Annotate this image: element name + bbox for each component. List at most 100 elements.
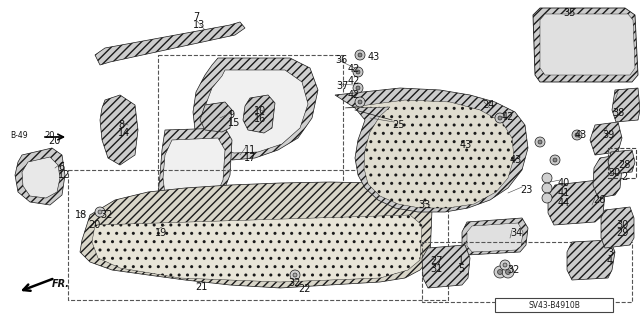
Polygon shape xyxy=(590,122,622,155)
Text: SV43-B4910B: SV43-B4910B xyxy=(528,300,580,309)
Polygon shape xyxy=(345,100,514,208)
Text: 2: 2 xyxy=(621,172,627,182)
Text: 31: 31 xyxy=(430,264,442,274)
Text: 27: 27 xyxy=(430,256,442,266)
Text: 33: 33 xyxy=(418,200,430,210)
Bar xyxy=(422,242,632,302)
Circle shape xyxy=(356,86,360,90)
Bar xyxy=(495,298,613,312)
Circle shape xyxy=(506,270,511,275)
Text: 42: 42 xyxy=(348,64,360,74)
Circle shape xyxy=(98,210,102,214)
Text: 26: 26 xyxy=(593,195,605,205)
Circle shape xyxy=(355,50,365,60)
Circle shape xyxy=(356,70,360,74)
Circle shape xyxy=(535,137,545,147)
Bar xyxy=(158,55,343,230)
Circle shape xyxy=(542,183,552,193)
Text: 35: 35 xyxy=(563,8,575,18)
Circle shape xyxy=(358,53,362,57)
Polygon shape xyxy=(422,245,470,288)
Polygon shape xyxy=(205,70,308,153)
Polygon shape xyxy=(593,155,622,198)
Text: 41: 41 xyxy=(558,188,570,198)
Text: FR.: FR. xyxy=(52,279,70,289)
Bar xyxy=(608,148,636,178)
Text: 17: 17 xyxy=(244,153,257,163)
Polygon shape xyxy=(15,148,65,205)
Polygon shape xyxy=(567,240,615,280)
Text: 7: 7 xyxy=(193,12,199,22)
Polygon shape xyxy=(243,95,275,133)
Polygon shape xyxy=(92,215,422,282)
Circle shape xyxy=(553,158,557,162)
Text: 40: 40 xyxy=(558,178,570,188)
Text: 11: 11 xyxy=(244,145,256,155)
Text: 10: 10 xyxy=(254,106,266,116)
Text: 9: 9 xyxy=(228,110,234,120)
Circle shape xyxy=(498,116,502,120)
Text: 20: 20 xyxy=(48,136,60,146)
Text: 15: 15 xyxy=(228,118,241,128)
Circle shape xyxy=(495,113,505,123)
Text: 42: 42 xyxy=(502,112,515,122)
Text: 34: 34 xyxy=(510,228,522,238)
Text: 3: 3 xyxy=(607,248,613,258)
Text: 14: 14 xyxy=(118,128,131,138)
Bar xyxy=(68,170,448,300)
Text: 43: 43 xyxy=(510,155,522,165)
Polygon shape xyxy=(335,88,528,212)
Text: 16: 16 xyxy=(254,114,266,124)
Text: 23: 23 xyxy=(520,185,532,195)
Text: 30: 30 xyxy=(616,220,628,230)
Polygon shape xyxy=(80,182,432,288)
Polygon shape xyxy=(100,95,138,165)
Polygon shape xyxy=(467,223,523,252)
Text: 12: 12 xyxy=(58,170,70,180)
Text: 8: 8 xyxy=(118,120,124,130)
Text: 25: 25 xyxy=(392,120,404,130)
Text: 43: 43 xyxy=(460,140,472,150)
Polygon shape xyxy=(548,180,605,225)
Text: 43: 43 xyxy=(575,130,588,140)
Text: 6: 6 xyxy=(58,162,64,172)
Circle shape xyxy=(355,97,365,107)
Text: 5: 5 xyxy=(458,264,464,274)
Circle shape xyxy=(358,100,362,104)
Circle shape xyxy=(497,270,502,275)
Text: 24: 24 xyxy=(482,100,494,110)
Polygon shape xyxy=(95,22,245,65)
Text: 32: 32 xyxy=(507,265,520,275)
Text: 20: 20 xyxy=(88,220,100,230)
Circle shape xyxy=(290,270,300,280)
Polygon shape xyxy=(193,58,318,160)
Text: B-49: B-49 xyxy=(10,131,28,140)
Text: 29: 29 xyxy=(616,228,628,238)
Text: 39: 39 xyxy=(602,130,614,140)
Text: 43: 43 xyxy=(368,52,380,62)
Polygon shape xyxy=(608,150,635,174)
Circle shape xyxy=(538,140,542,144)
Polygon shape xyxy=(163,138,225,210)
Circle shape xyxy=(575,133,579,137)
Text: 36: 36 xyxy=(335,55,348,65)
Text: 32: 32 xyxy=(100,210,113,220)
Circle shape xyxy=(502,266,514,278)
Circle shape xyxy=(500,260,510,270)
Polygon shape xyxy=(601,207,634,248)
Circle shape xyxy=(293,273,297,277)
Polygon shape xyxy=(533,8,638,82)
Polygon shape xyxy=(200,102,232,132)
Text: 42: 42 xyxy=(348,90,360,100)
Circle shape xyxy=(550,155,560,165)
Circle shape xyxy=(494,266,506,278)
Text: 20: 20 xyxy=(44,131,54,140)
Text: 44: 44 xyxy=(558,198,570,208)
Circle shape xyxy=(353,67,363,77)
Text: 30: 30 xyxy=(608,168,620,178)
Text: 1: 1 xyxy=(458,256,464,266)
Circle shape xyxy=(542,173,552,183)
Polygon shape xyxy=(612,88,640,122)
Text: 21: 21 xyxy=(195,282,207,292)
Text: 18: 18 xyxy=(75,210,87,220)
